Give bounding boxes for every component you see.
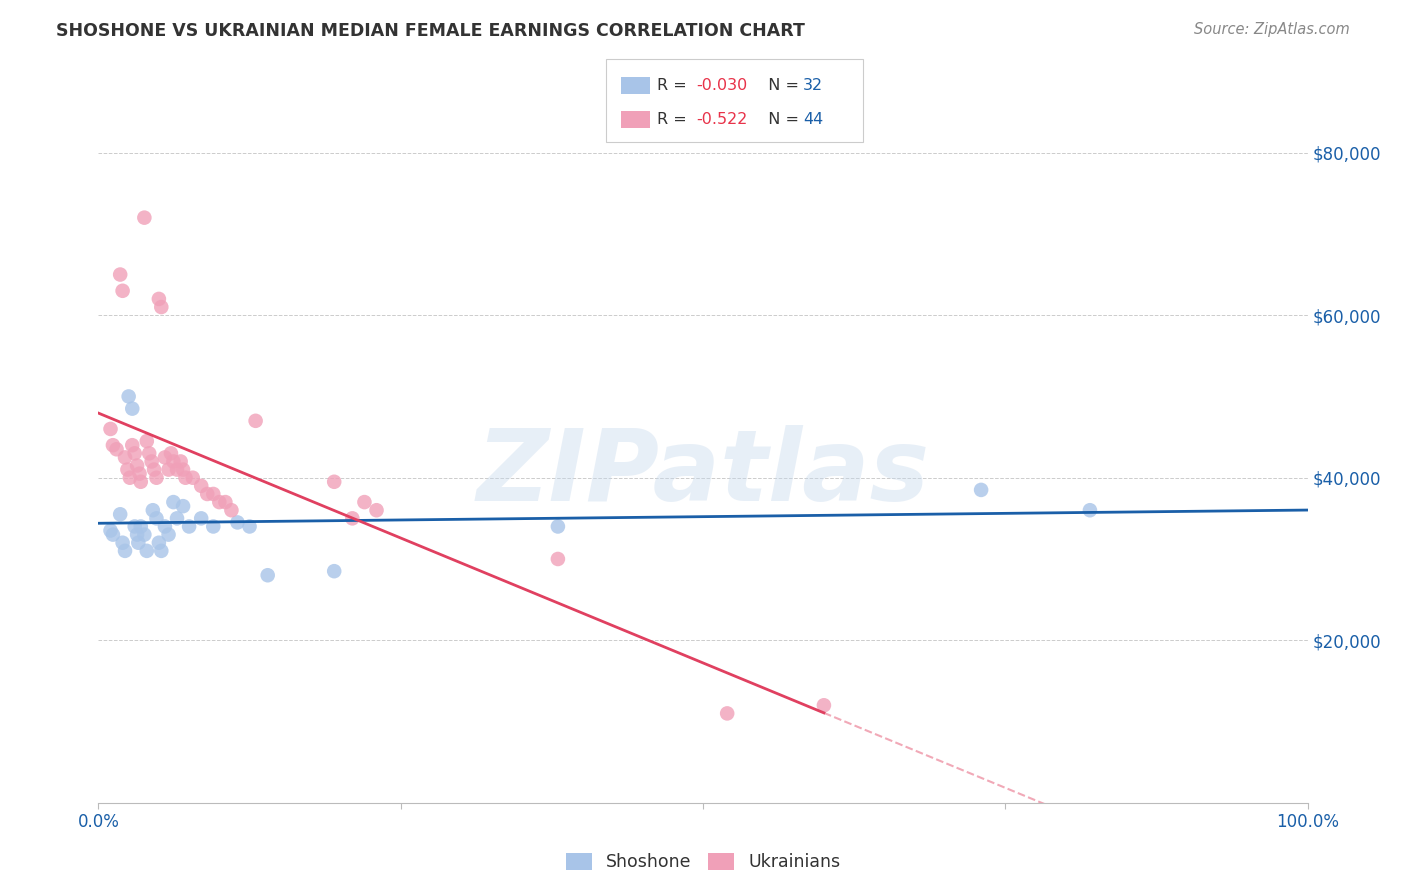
Point: [179, 519, 201, 533]
Point: [1078, 503, 1101, 517]
Point: [134, 527, 156, 541]
Point: [245, 414, 267, 428]
Point: [172, 499, 194, 513]
Point: [157, 462, 180, 476]
Text: SHOSHONE VS UKRAINIAN MEDIAN FEMALE EARNINGS CORRELATION CHART: SHOSHONE VS UKRAINIAN MEDIAN FEMALE EARN…: [56, 22, 806, 40]
Point: [190, 511, 212, 525]
Point: [366, 503, 388, 517]
Point: [174, 471, 197, 485]
Point: [118, 471, 141, 485]
Point: [124, 446, 146, 460]
Point: [127, 535, 149, 549]
Point: [118, 389, 141, 403]
Point: [353, 495, 375, 509]
Point: [150, 544, 173, 558]
Point: [716, 706, 738, 721]
Point: [226, 516, 249, 530]
Point: [141, 454, 163, 468]
Point: [162, 495, 184, 509]
Point: [150, 300, 173, 314]
Text: N =: N =: [758, 78, 804, 93]
Point: [202, 519, 225, 533]
Point: [142, 503, 165, 517]
Point: [114, 544, 136, 558]
Point: [195, 487, 218, 501]
Point: [114, 450, 136, 465]
Point: [547, 519, 569, 533]
Point: [145, 471, 167, 485]
Point: [111, 535, 134, 549]
Point: [138, 446, 160, 460]
Text: 44: 44: [803, 112, 823, 127]
Point: [128, 467, 150, 481]
Point: [135, 434, 157, 449]
Point: [162, 454, 184, 468]
Point: [181, 471, 204, 485]
Point: [214, 495, 236, 509]
Point: [135, 544, 157, 558]
Point: [148, 535, 170, 549]
Point: [342, 511, 364, 525]
Text: R =: R =: [657, 78, 692, 93]
Point: [124, 519, 146, 533]
Point: [157, 527, 180, 541]
Point: [202, 487, 225, 501]
Point: [145, 511, 167, 525]
Point: [547, 552, 569, 566]
Point: [166, 511, 188, 525]
Point: [117, 462, 139, 476]
Text: -0.522: -0.522: [696, 112, 748, 127]
Point: [148, 292, 170, 306]
Point: [121, 401, 143, 416]
Point: [323, 475, 346, 489]
Point: [970, 483, 993, 497]
Point: [127, 458, 149, 473]
Point: [190, 479, 212, 493]
Point: [166, 462, 188, 476]
Point: [153, 450, 176, 465]
Point: [169, 454, 191, 468]
Point: [100, 422, 122, 436]
Point: [105, 442, 128, 457]
Point: [129, 475, 152, 489]
Point: [129, 519, 152, 533]
Point: [813, 698, 835, 713]
Text: N =: N =: [758, 112, 804, 127]
Point: [101, 527, 124, 541]
Legend: Shoshone, Ukrainians: Shoshone, Ukrainians: [558, 847, 848, 879]
Point: [127, 527, 149, 541]
Point: [153, 519, 176, 533]
Point: [111, 284, 134, 298]
Point: [108, 268, 131, 282]
Text: -0.030: -0.030: [696, 78, 747, 93]
Point: [208, 495, 231, 509]
Point: [143, 462, 166, 476]
Point: [323, 564, 346, 578]
Point: [172, 462, 194, 476]
Point: [239, 519, 262, 533]
Text: 32: 32: [803, 78, 823, 93]
Point: [100, 524, 122, 538]
Point: [256, 568, 278, 582]
Y-axis label: Median Female Earnings: Median Female Earnings: [0, 343, 7, 531]
Text: R =: R =: [657, 112, 692, 127]
Point: [134, 211, 156, 225]
Point: [108, 508, 131, 522]
Text: Source: ZipAtlas.com: Source: ZipAtlas.com: [1194, 22, 1350, 37]
Point: [221, 503, 243, 517]
Point: [121, 438, 143, 452]
Point: [101, 438, 124, 452]
Text: ZIPatlas: ZIPatlas: [477, 425, 929, 522]
Point: [160, 446, 183, 460]
